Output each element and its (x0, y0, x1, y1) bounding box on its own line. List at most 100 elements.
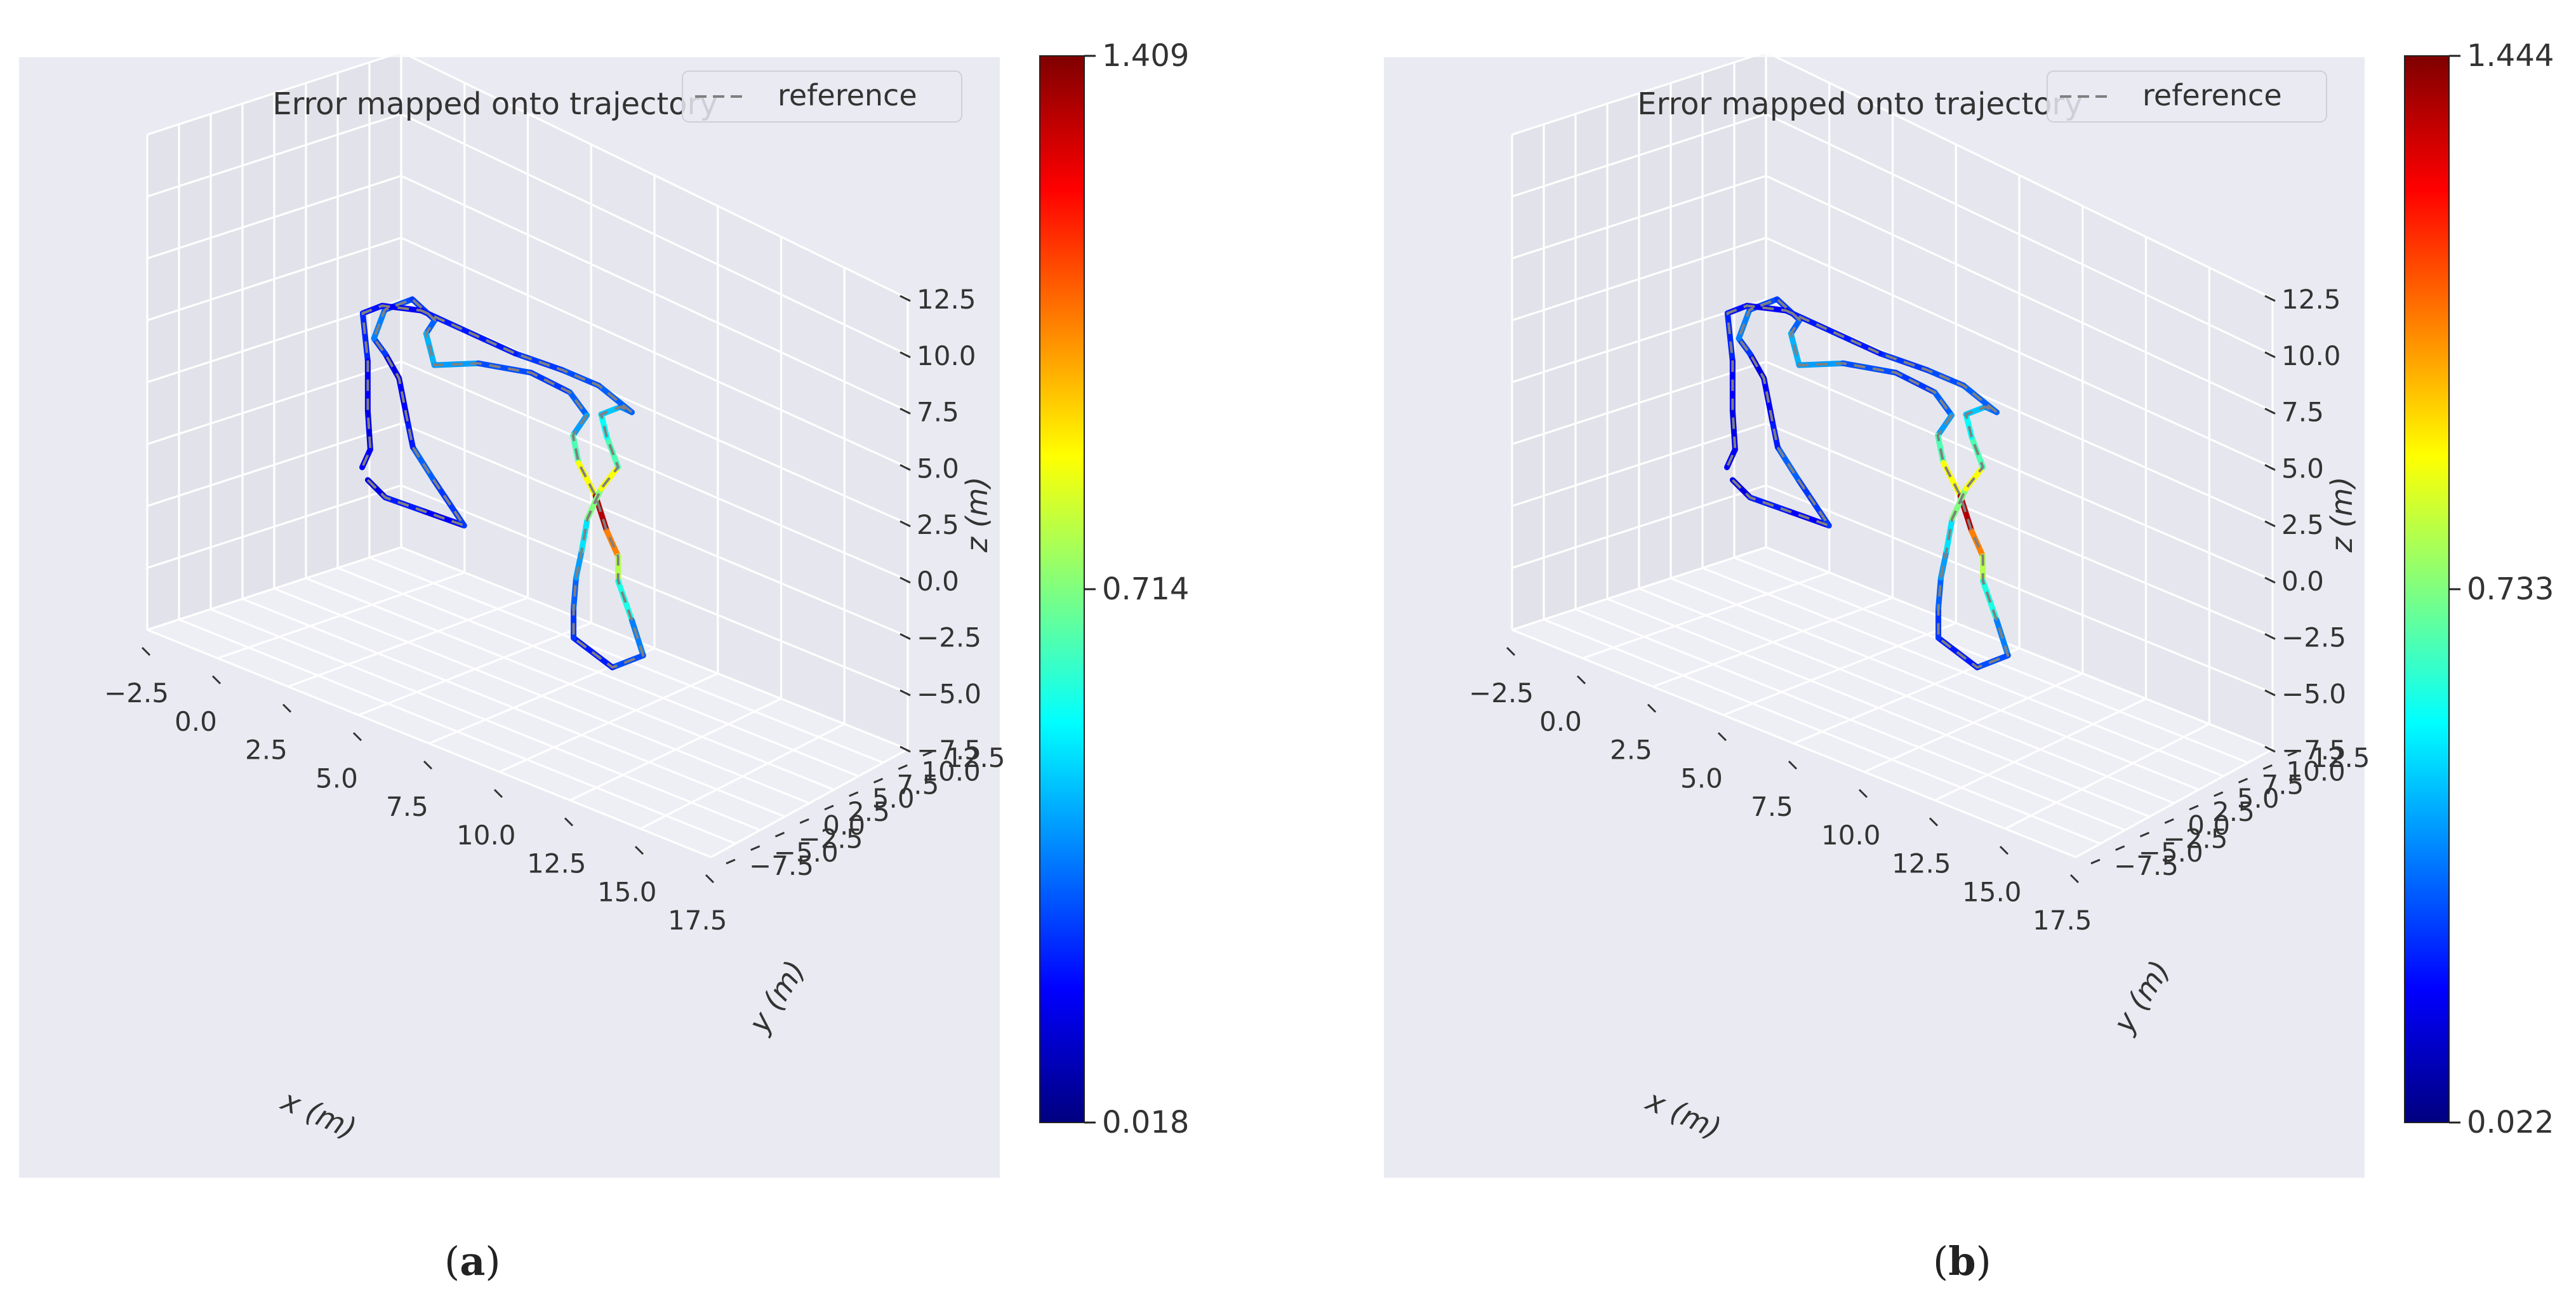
chart-title: Error mapped onto trajectory (272, 86, 717, 122)
y-tick-mark (2189, 804, 2199, 811)
x-tick-label: 12.5 (527, 848, 587, 879)
z-tick-mark (900, 520, 911, 528)
trajectory-segment (1724, 310, 1736, 364)
gridline-z (147, 236, 402, 322)
colorbar-tick-label: 0.022 (2467, 1105, 2554, 1140)
gridline-z (401, 237, 908, 469)
legend: reference (682, 70, 962, 123)
legend-box (2047, 70, 2327, 123)
gridline-z (1765, 51, 2273, 300)
caption-b: (b) (1933, 1238, 1991, 1284)
y-tick-mark (2214, 791, 2224, 797)
z-tick-label: 7.5 (917, 397, 959, 428)
y-tick-mark (750, 845, 760, 851)
x-tick-label: 2.5 (245, 735, 288, 766)
x-tick-mark (282, 703, 292, 713)
y-tick-mark (824, 804, 834, 811)
x-tick-mark (1788, 760, 1798, 770)
colorbar-tick-label: 1.409 (1102, 38, 1189, 74)
z-tick-label: 2.5 (2281, 509, 2324, 540)
colorbar-tick-label: 1.444 (2467, 38, 2554, 74)
gridline-z (1511, 175, 1767, 260)
z-tick-mark (2264, 633, 2276, 640)
x-tick-mark (1647, 703, 1657, 713)
x-tick-label: 7.5 (386, 791, 428, 822)
z-tick-mark (2264, 408, 2276, 415)
z-tick-mark (2264, 689, 2276, 696)
y-tick-label: 2.5 (2212, 796, 2255, 827)
gridline-x (499, 672, 719, 773)
x-tick-label: −2.5 (104, 677, 169, 709)
x-tick-label: 5.0 (315, 763, 358, 794)
y-tick-mark (2287, 750, 2297, 757)
gridline-y (1765, 546, 2273, 750)
gridline-z (401, 113, 908, 356)
y-tick-mark (2090, 858, 2101, 865)
z-tick-mark (900, 633, 911, 640)
gridline-y (274, 587, 810, 804)
y-tick-label: 2.5 (847, 796, 890, 827)
reference-line (1725, 298, 2010, 669)
z-tick-label: 12.5 (917, 284, 976, 315)
y-tick-mark (873, 778, 884, 783)
z-tick-label: 10.0 (2281, 340, 2341, 371)
z-tick-label: 10.0 (917, 340, 976, 371)
colorbar-tick-label: 0.714 (1102, 571, 1189, 607)
x-tick-label: 10.0 (456, 820, 516, 851)
y-tick-mark (922, 750, 933, 757)
legend: reference (2047, 70, 2327, 123)
z-tick-mark (900, 351, 911, 359)
gridline-y (1702, 567, 2224, 777)
x-tick-mark (493, 789, 503, 798)
chart-svg: −2.50.02.55.07.510.012.515.017.5−7.5−5.0… (1384, 38, 2554, 1178)
z-tick-label: −2.5 (2281, 622, 2346, 653)
z-tick-mark (2264, 463, 2276, 471)
x-tick-mark (634, 846, 644, 855)
y-tick-label: 0.0 (2188, 810, 2230, 841)
x-tick-label: 12.5 (1892, 848, 1951, 879)
z-axis-label: z (m) (960, 477, 994, 553)
gridline-y (1638, 587, 2175, 804)
x-tick-label: 0.0 (1539, 706, 1582, 737)
y-tick-label: −2.5 (799, 823, 863, 855)
y-tick-label: −2.5 (2163, 823, 2228, 855)
x-tick-mark (423, 760, 433, 770)
y-tick-mark (2262, 764, 2273, 770)
x-tick-label: 17.5 (2033, 905, 2092, 936)
z-tick-label: 2.5 (917, 509, 959, 540)
gridline-z (1765, 113, 2273, 356)
gridline-z (401, 51, 908, 300)
z-tick-mark (900, 408, 911, 415)
x-tick-mark (1717, 732, 1727, 742)
gridline-z (1511, 51, 1767, 136)
chart-svg: −2.50.02.55.07.510.012.515.017.5−7.5−5.0… (19, 38, 1189, 1178)
y-tick-label: 0.0 (823, 810, 865, 841)
y-tick-mark (2115, 845, 2125, 851)
gridline-z (1765, 175, 2273, 412)
z-tick-mark (2264, 745, 2276, 753)
z-tick-mark (2264, 577, 2276, 584)
x-tick-mark (1576, 675, 1586, 684)
colorbar-tick-label: 0.733 (2467, 571, 2554, 607)
gridline-z (147, 112, 402, 198)
x-tick-mark (352, 732, 362, 742)
y-tick-label: −5.0 (774, 837, 839, 868)
y-tick-mark (2238, 778, 2248, 783)
y-tick-mark (2139, 832, 2150, 837)
x-tick-label: −2.5 (1469, 677, 1534, 709)
gridline-x (640, 723, 845, 830)
y-tick-label: −5.0 (2139, 837, 2203, 868)
y-tick-label: 5.0 (2237, 783, 2280, 814)
gridline-z (1511, 236, 1767, 322)
gridline-x (1934, 698, 2147, 801)
z-tick-mark (2264, 295, 2276, 302)
colorbar (1039, 55, 1085, 1123)
z-tick-mark (900, 577, 911, 584)
chart-panel-b: −2.5 0.0 2.5 5.0 7.5 10.0 12.5 15.0 17.5 −7.5 −5.0… (1365, 0, 2571, 1206)
legend-entry-reference: reference (2142, 78, 2282, 112)
z-tick-label: 12.5 (2281, 284, 2341, 315)
y-tick-label: −7.5 (749, 850, 814, 881)
y-tick-mark (2164, 818, 2174, 824)
trajectory-segment (1840, 360, 1899, 376)
x-tick-label: 10.0 (1821, 820, 1881, 851)
